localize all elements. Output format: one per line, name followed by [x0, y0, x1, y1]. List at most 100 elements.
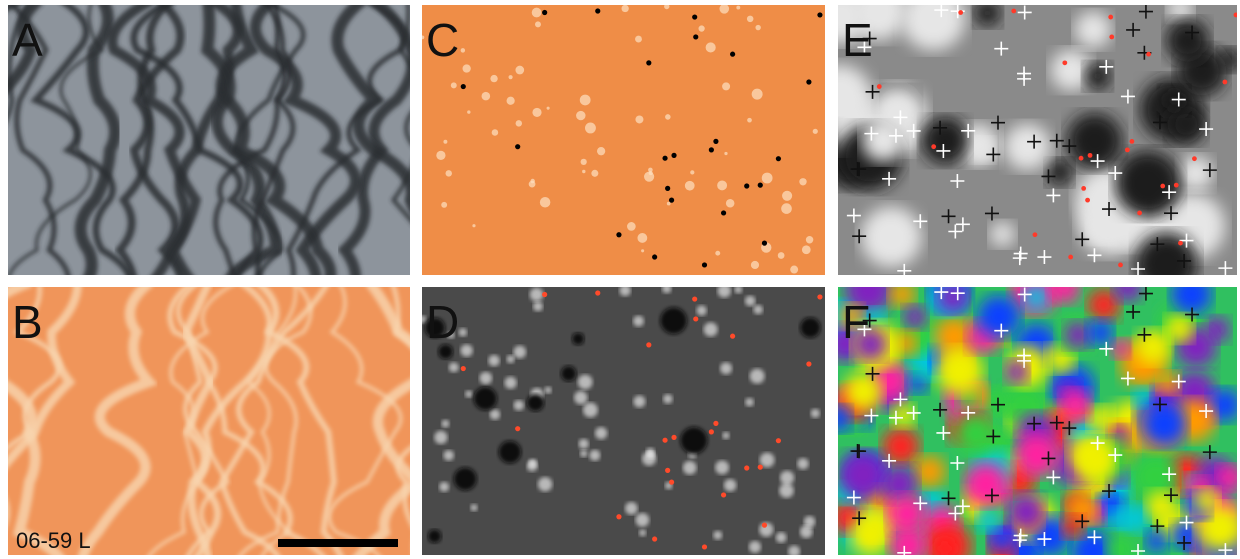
- color-blob: [1060, 389, 1091, 420]
- spot: [580, 95, 591, 106]
- spot: [664, 4, 669, 9]
- spot: [717, 180, 727, 190]
- marker-dot: [1085, 198, 1090, 203]
- color-blob: [1111, 339, 1131, 359]
- marker-dot: [776, 156, 781, 161]
- color-blob: [1088, 405, 1114, 431]
- spot: [747, 16, 754, 23]
- marker-dot: [662, 156, 667, 161]
- spot: [625, 502, 638, 515]
- color-blob: [1061, 515, 1085, 539]
- panel-f: [820, 266, 1240, 559]
- spot: [635, 513, 649, 527]
- color-blob: [843, 372, 882, 411]
- dark-spot: [800, 318, 820, 338]
- color-blob: [1120, 503, 1150, 533]
- spot: [591, 170, 598, 177]
- color-blob: [1194, 488, 1219, 513]
- spot: [490, 75, 497, 82]
- marker-dot: [958, 10, 963, 15]
- spot: [704, 322, 718, 336]
- marker-dot: [665, 186, 670, 191]
- spot: [790, 266, 798, 274]
- spot: [513, 346, 526, 359]
- spot: [726, 199, 735, 208]
- marker-dot: [702, 262, 707, 267]
- marker-dot: [1079, 156, 1084, 161]
- marker-dot: [1062, 60, 1067, 65]
- spot: [540, 197, 551, 208]
- color-blob: [1015, 433, 1059, 477]
- dark-spot: [499, 441, 521, 463]
- marker-dot: [646, 342, 651, 347]
- marker-dot: [461, 366, 466, 371]
- spot: [488, 355, 499, 366]
- panel-label: E: [842, 14, 873, 66]
- marker-dot: [709, 147, 714, 152]
- color-blob: [903, 305, 927, 329]
- spot: [724, 152, 727, 155]
- marker-dot: [616, 514, 621, 519]
- marker-dot: [1174, 183, 1179, 188]
- marker-dot: [762, 523, 767, 528]
- spot: [443, 140, 447, 144]
- spot: [579, 439, 589, 449]
- blob: [1178, 156, 1213, 191]
- marker-dot: [1011, 9, 1016, 14]
- spot: [581, 159, 587, 165]
- spot: [749, 541, 761, 553]
- spot: [779, 483, 794, 498]
- spot: [462, 64, 470, 72]
- color-blob: [1078, 443, 1115, 480]
- panel-label: D: [426, 296, 459, 348]
- spot: [665, 114, 671, 120]
- color-blob: [1165, 314, 1193, 342]
- marker-dot: [1125, 147, 1130, 152]
- blob: [1087, 217, 1114, 244]
- spot: [434, 431, 447, 444]
- blob: [974, 0, 1002, 27]
- spot: [635, 115, 643, 123]
- spot: [706, 42, 716, 52]
- spot: [633, 316, 644, 327]
- spot: [753, 305, 762, 314]
- spot: [465, 390, 472, 397]
- dark-spot: [680, 427, 707, 454]
- blob: [1075, 11, 1112, 48]
- spot: [797, 458, 808, 469]
- marker-dot: [730, 52, 735, 57]
- marker-dot: [713, 421, 718, 426]
- blob: [861, 118, 905, 162]
- spot: [762, 173, 773, 184]
- blob: [1046, 159, 1073, 186]
- panel-d: [419, 284, 825, 558]
- marker-dot: [877, 84, 882, 89]
- spot: [799, 178, 806, 185]
- spot: [507, 355, 515, 363]
- blob: [861, 207, 922, 268]
- spot: [532, 8, 542, 18]
- spot: [781, 203, 792, 214]
- spot: [696, 305, 706, 315]
- spot: [576, 111, 585, 120]
- spot: [480, 372, 493, 385]
- spot: [490, 409, 501, 420]
- marker-dot: [671, 153, 676, 158]
- spot: [639, 529, 646, 536]
- marker-dot: [669, 198, 674, 203]
- marker-dot: [817, 294, 822, 299]
- marker-dot: [1108, 15, 1113, 20]
- spot: [717, 284, 731, 298]
- color-blob: [1158, 371, 1180, 393]
- color-blob: [882, 427, 920, 465]
- spot: [515, 66, 524, 75]
- color-blob: [955, 412, 998, 455]
- spot: [621, 5, 628, 12]
- color-blob: [976, 508, 1000, 532]
- panel-label: F: [842, 296, 870, 348]
- marker-dot: [693, 34, 698, 39]
- panel-b: [0, 282, 443, 559]
- spot: [461, 48, 465, 52]
- marker-dot: [652, 536, 657, 541]
- spot: [780, 471, 794, 485]
